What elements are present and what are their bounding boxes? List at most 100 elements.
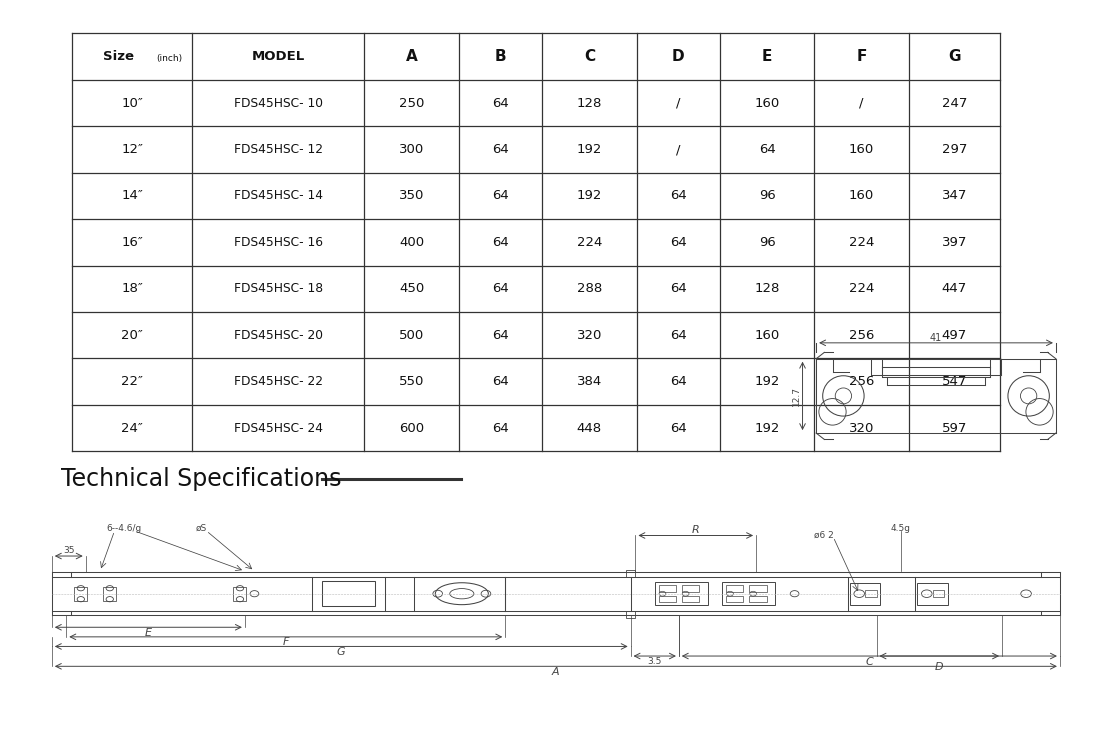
Text: G: G — [948, 49, 961, 64]
Text: /: / — [859, 97, 864, 109]
Text: 600: 600 — [399, 422, 424, 435]
Text: A: A — [406, 49, 418, 64]
Bar — [103, 587, 116, 600]
Text: FDS45HSC- 20: FDS45HSC- 20 — [233, 329, 323, 342]
Text: 3.5: 3.5 — [648, 657, 662, 666]
Text: 12.7: 12.7 — [791, 386, 801, 406]
Bar — [682, 596, 699, 602]
Text: 160: 160 — [754, 97, 780, 109]
Text: 64: 64 — [492, 97, 509, 109]
Text: 64: 64 — [759, 143, 775, 156]
Bar — [625, 611, 635, 617]
Bar — [865, 590, 877, 597]
Bar — [233, 587, 246, 600]
Text: 10″: 10″ — [121, 97, 143, 109]
Bar — [74, 587, 87, 600]
Text: 16″: 16″ — [121, 236, 143, 249]
Text: 64: 64 — [670, 375, 687, 388]
Text: 547: 547 — [942, 375, 967, 388]
Text: E: E — [762, 49, 772, 64]
Text: 41: 41 — [930, 333, 942, 343]
Bar — [682, 585, 699, 591]
Bar — [727, 596, 743, 602]
Text: 224: 224 — [849, 282, 874, 295]
Text: FDS45HSC- 12: FDS45HSC- 12 — [233, 143, 323, 156]
Text: 320: 320 — [577, 329, 602, 342]
Text: 96: 96 — [759, 189, 775, 202]
Text: 450: 450 — [399, 282, 424, 295]
Text: 64: 64 — [670, 189, 687, 202]
Text: 350: 350 — [399, 189, 424, 202]
Text: F: F — [282, 637, 289, 647]
Text: Size: Size — [103, 51, 134, 63]
Text: 14″: 14″ — [121, 189, 143, 202]
Bar — [625, 570, 635, 577]
Text: 192: 192 — [577, 143, 602, 156]
Text: B: B — [494, 49, 507, 64]
Text: FDS45HSC- 24: FDS45HSC- 24 — [233, 422, 323, 435]
Text: 20″: 20″ — [121, 329, 143, 342]
Bar — [322, 581, 376, 606]
Text: E: E — [144, 628, 152, 637]
Bar — [850, 583, 880, 605]
Bar — [727, 585, 743, 591]
Text: 397: 397 — [942, 236, 967, 249]
Text: FDS45HSC- 22: FDS45HSC- 22 — [233, 375, 323, 388]
Text: MODEL: MODEL — [252, 51, 304, 63]
Text: 247: 247 — [942, 97, 967, 109]
Bar — [917, 583, 948, 605]
Text: 300: 300 — [399, 143, 424, 156]
Text: 128: 128 — [577, 97, 602, 109]
Bar — [659, 596, 675, 602]
Text: 256: 256 — [849, 375, 874, 388]
Text: 96: 96 — [759, 236, 775, 249]
Text: D: D — [935, 662, 943, 672]
Text: 497: 497 — [942, 329, 967, 342]
Text: Technical Specifications: Technical Specifications — [61, 467, 341, 491]
Text: øS: øS — [196, 524, 207, 533]
Text: 160: 160 — [849, 189, 874, 202]
Text: /: / — [675, 143, 681, 156]
Text: 400: 400 — [399, 236, 424, 249]
Text: 64: 64 — [492, 422, 509, 435]
Text: 64: 64 — [670, 329, 687, 342]
Text: 24″: 24″ — [121, 422, 143, 435]
Text: 347: 347 — [942, 189, 967, 202]
Text: 6--4.6/g: 6--4.6/g — [107, 524, 142, 533]
Text: 256: 256 — [849, 329, 874, 342]
Text: 12″: 12″ — [121, 143, 143, 156]
Text: 447: 447 — [942, 282, 967, 295]
Text: 288: 288 — [577, 282, 602, 295]
Text: 448: 448 — [577, 422, 602, 435]
Text: 224: 224 — [849, 236, 874, 249]
Text: 224: 224 — [577, 236, 602, 249]
Bar — [654, 582, 708, 606]
Text: 320: 320 — [849, 422, 874, 435]
Text: (inch): (inch) — [156, 53, 182, 62]
Bar — [749, 585, 767, 591]
Text: C: C — [865, 657, 873, 666]
Text: FDS45HSC- 10: FDS45HSC- 10 — [233, 97, 323, 109]
Text: 250: 250 — [399, 97, 424, 109]
Text: 550: 550 — [399, 375, 424, 388]
Text: 500: 500 — [399, 329, 424, 342]
Text: 160: 160 — [754, 329, 780, 342]
Text: C: C — [583, 49, 595, 64]
Text: FDS45HSC- 16: FDS45HSC- 16 — [233, 236, 323, 249]
Text: FDS45HSC- 18: FDS45HSC- 18 — [233, 282, 323, 295]
Text: 297: 297 — [942, 143, 967, 156]
Bar — [749, 596, 767, 602]
Text: 64: 64 — [670, 236, 687, 249]
Text: 64: 64 — [492, 329, 509, 342]
Text: 64: 64 — [670, 282, 687, 295]
Text: 64: 64 — [670, 422, 687, 435]
Text: 64: 64 — [492, 143, 509, 156]
Text: 192: 192 — [754, 375, 780, 388]
Text: A: A — [552, 666, 560, 677]
Text: 128: 128 — [754, 282, 780, 295]
Bar — [932, 590, 944, 597]
Text: 18″: 18″ — [121, 282, 143, 295]
Text: F: F — [857, 49, 867, 64]
Text: 597: 597 — [942, 422, 967, 435]
Text: G: G — [337, 647, 346, 657]
